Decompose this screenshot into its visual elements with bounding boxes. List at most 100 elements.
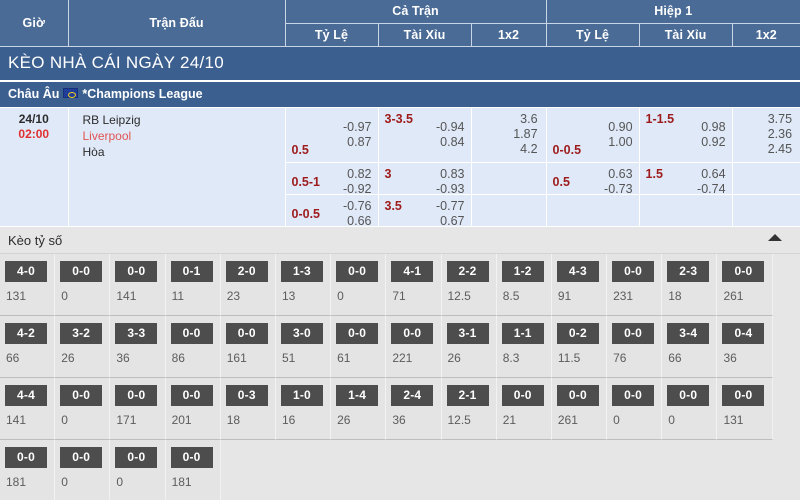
handicap-full-r1[interactable]: 0.5 -0.97 0.87 xyxy=(285,107,379,163)
overunder-line-half[interactable]: 1-1.5 xyxy=(645,111,675,126)
score-bet-cell[interactable]: 4-1 71 xyxy=(386,253,442,316)
score-bet-cell[interactable]: 3-0 51 xyxy=(275,315,332,378)
score-bet-cell[interactable]: 3-1 26 xyxy=(441,315,497,378)
handicap-full-r2[interactable]: 0.5-1 0.82 -0.92 xyxy=(285,162,379,196)
score-bet-label[interactable]: 1-2 xyxy=(501,260,544,282)
score-bet-label[interactable]: 0-0 xyxy=(115,446,158,468)
score-bet-cell[interactable]: 0-0 131 xyxy=(717,377,773,440)
handicap-line[interactable]: 0.5 xyxy=(291,142,309,157)
score-bet-label[interactable]: 0-0 xyxy=(722,260,765,282)
handicap-line[interactable]: 0.5-1 xyxy=(291,174,321,189)
score-bet-cell[interactable]: 0-3 18 xyxy=(220,377,276,440)
x2-full-r1[interactable]: 3.6 1.87 4.2 xyxy=(471,107,547,163)
score-bet-label[interactable]: 4-1 xyxy=(391,260,434,282)
overunder-odds[interactable]: -0.94 0.84 xyxy=(436,119,465,149)
score-bet-label[interactable]: 0-0 xyxy=(336,322,379,344)
overunder-odds-half[interactable]: 0.64 -0.74 xyxy=(697,166,726,196)
score-bet-cell[interactable]: 4-4 141 xyxy=(0,377,56,440)
handicap-full-r3[interactable]: 0-0.5 -0.76 0.66 xyxy=(285,194,379,228)
header-overunder-half[interactable]: Tài Xỉu xyxy=(639,22,733,47)
score-bet-cell[interactable]: 1-0 16 xyxy=(275,377,332,440)
score-bet-label[interactable]: 4-4 xyxy=(5,384,47,406)
score-bet-label[interactable]: 1-3 xyxy=(280,260,323,282)
x2-home-odds[interactable]: 3.6 xyxy=(520,111,538,126)
score-bet-label[interactable]: 0-0 xyxy=(60,384,103,406)
score-bet-cell[interactable]: 0-4 36 xyxy=(717,315,773,378)
score-bet-label[interactable]: 0-4 xyxy=(722,322,765,344)
score-bet-cell[interactable]: 0-0 86 xyxy=(165,315,221,378)
league-row[interactable]: Châu Âu *Champions League xyxy=(0,80,800,108)
score-bet-cell[interactable]: 2-4 36 xyxy=(386,377,442,440)
score-bet-cell[interactable]: 0-0 261 xyxy=(717,253,773,316)
score-bet-label[interactable]: 2-3 xyxy=(667,260,710,282)
score-bet-cell[interactable]: 0-0 161 xyxy=(220,315,276,378)
score-bet-label[interactable]: 1-4 xyxy=(336,384,379,406)
score-bet-label[interactable]: 0-1 xyxy=(170,260,213,282)
score-bet-cell[interactable]: 0-0 181 xyxy=(165,439,221,500)
score-bet-cell[interactable]: 0-0 76 xyxy=(607,315,663,378)
score-bet-cell[interactable]: 0-0 0 xyxy=(331,253,387,316)
team-away[interactable]: Liverpool xyxy=(82,128,132,143)
score-bet-label[interactable]: 0-0 xyxy=(722,384,765,406)
overunder-line[interactable]: 3 xyxy=(384,166,392,181)
score-bet-cell[interactable]: 3-4 66 xyxy=(662,315,718,378)
score-bet-cell[interactable]: 0-0 0 xyxy=(110,439,166,500)
league-name[interactable]: *Champions League xyxy=(82,86,203,101)
handicap-line-half[interactable]: 0-0.5 xyxy=(552,142,582,157)
score-bet-cell[interactable]: 3-2 26 xyxy=(55,315,111,378)
header-time[interactable]: Giờ xyxy=(0,0,69,47)
score-bet-label[interactable]: 0-0 xyxy=(115,384,158,406)
header-handicap-half[interactable]: Tỷ Lệ xyxy=(546,22,640,47)
score-bet-label[interactable]: 0-0 xyxy=(225,322,268,344)
score-bet-label[interactable]: 1-1 xyxy=(501,322,544,344)
handicap-odds[interactable]: 0.82 -0.92 xyxy=(343,166,372,196)
score-bet-label[interactable]: 0-0 xyxy=(60,446,103,468)
handicap-odds-half[interactable]: 0.90 1.00 xyxy=(608,119,633,149)
score-bet-cell[interactable]: 0-0 61 xyxy=(331,315,387,378)
score-bet-cell[interactable]: 2-1 12.5 xyxy=(441,377,497,440)
score-bet-label[interactable]: 0-2 xyxy=(556,322,599,344)
score-bet-cell[interactable]: 4-3 91 xyxy=(551,253,608,316)
score-bet-cell[interactable]: 1-3 13 xyxy=(275,253,332,316)
score-bet-label[interactable]: 0-0 xyxy=(391,322,434,344)
score-bet-label[interactable]: 0-0 xyxy=(5,446,47,468)
score-bet-cell[interactable]: 2-0 23 xyxy=(220,253,276,316)
score-bet-cell[interactable]: 2-2 12.5 xyxy=(441,253,497,316)
handicap-line[interactable]: 0-0.5 xyxy=(291,206,321,221)
score-bet-cell[interactable]: 0-0 261 xyxy=(551,377,608,440)
score-bet-label[interactable]: 0-0 xyxy=(612,322,655,344)
score-bet-label[interactable]: 0-0 xyxy=(612,260,655,282)
score-bet-cell[interactable]: 0-0 0 xyxy=(55,253,111,316)
chevron-up-icon[interactable] xyxy=(768,233,782,241)
score-bet-cell[interactable]: 1-1 8.3 xyxy=(496,315,552,378)
score-bet-cell[interactable]: 0-2 11.5 xyxy=(551,315,608,378)
overunder-line[interactable]: 3-3.5 xyxy=(384,111,414,126)
handicap-half-r2[interactable]: 0.5 0.63 -0.73 xyxy=(546,162,640,196)
score-bet-label[interactable]: 0-0 xyxy=(501,384,544,406)
score-bet-label[interactable]: 0-0 xyxy=(667,384,710,406)
header-match[interactable]: Trận Đấu xyxy=(68,0,286,47)
score-bet-label[interactable]: 4-0 xyxy=(5,260,47,282)
header-overunder-full[interactable]: Tài Xỉu xyxy=(378,22,472,47)
x2-half-r1[interactable]: 3.75 2.36 2.45 xyxy=(732,107,800,163)
score-bet-cell[interactable]: 4-0 131 xyxy=(0,253,56,316)
overunder-line-half[interactable]: 1.5 xyxy=(645,166,663,181)
score-bet-label[interactable]: 4-2 xyxy=(5,322,47,344)
header-handicap-full[interactable]: Tỷ Lệ xyxy=(285,22,379,47)
overunder-half-r2[interactable]: 1.5 0.64 -0.74 xyxy=(639,162,733,196)
score-bet-label[interactable]: 1-0 xyxy=(280,384,323,406)
score-bet-cell[interactable]: 1-4 26 xyxy=(331,377,387,440)
score-bet-label[interactable]: 0-0 xyxy=(556,384,599,406)
x2-half-away-odds[interactable]: 2.45 xyxy=(767,141,793,156)
x2-draw-odds[interactable]: 1.87 xyxy=(513,126,538,141)
score-bet-label[interactable]: 0-0 xyxy=(115,260,158,282)
score-bet-label[interactable]: 0-0 xyxy=(170,446,213,468)
overunder-full-r1[interactable]: 3-3.5 -0.94 0.84 xyxy=(378,107,472,163)
score-bet-cell[interactable]: 0-0 0 xyxy=(55,439,111,500)
score-bet-label[interactable]: 2-1 xyxy=(446,384,489,406)
score-bet-label[interactable]: 3-2 xyxy=(60,322,103,344)
overunder-odds[interactable]: -0.77 0.67 xyxy=(436,198,465,228)
score-bet-cell[interactable]: 3-3 36 xyxy=(110,315,166,378)
x2-away-odds[interactable]: 4.2 xyxy=(520,141,538,156)
x2-half-home-odds[interactable]: 3.75 xyxy=(767,111,793,126)
